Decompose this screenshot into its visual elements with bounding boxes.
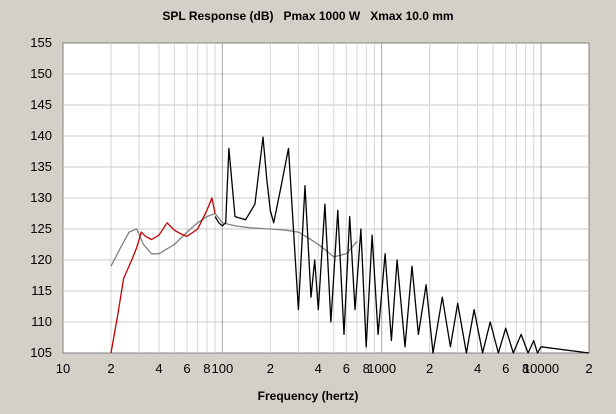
- y-tick-label: 115: [31, 283, 52, 298]
- x-tick-label: 10: [56, 361, 70, 376]
- x-tick-label: 2: [107, 361, 114, 376]
- y-tick-label: 125: [30, 221, 52, 236]
- x-tick-label: 2: [426, 361, 433, 376]
- x-tick-label: 4: [474, 361, 481, 376]
- series-line-1: [110, 197, 216, 354]
- x-tick-label: 2: [585, 361, 592, 376]
- x-tick-label: 8: [203, 361, 210, 376]
- x-tick-label: 6: [343, 361, 350, 376]
- x-tick-label: 100: [211, 361, 233, 376]
- x-tick-label: 2: [267, 361, 274, 376]
- x-tick-label: 6: [502, 361, 509, 376]
- x-axis-label: Frequency (hertz): [257, 389, 359, 403]
- series-line-2: [214, 136, 590, 354]
- y-tick-label: 135: [30, 159, 52, 174]
- x-tick-label: 4: [315, 361, 322, 376]
- x-tick-label: 8: [522, 361, 529, 376]
- x-tick-label: 8: [363, 361, 370, 376]
- x-tick-label: 10000: [523, 361, 559, 376]
- y-tick-label: 145: [30, 97, 52, 112]
- y-tick-label: 130: [30, 190, 52, 205]
- x-tick-label: 4: [155, 361, 162, 376]
- y-tick-label: 110: [31, 314, 52, 329]
- chart-title: SPL Response (dB) Pmax 1000 W Xmax 10.0 …: [162, 9, 454, 23]
- y-tick-label: 140: [30, 128, 52, 143]
- y-tick-label: 105: [30, 345, 52, 360]
- x-tick-label: 1000: [367, 361, 396, 376]
- y-tick-label: 120: [30, 252, 52, 267]
- y-tick-label: 150: [30, 66, 52, 81]
- x-tick-label: 6: [183, 361, 190, 376]
- y-axis-ticks: 155 150 145 140 135 130 125 120 115 110 105: [30, 35, 52, 360]
- series-layer: [110, 136, 590, 354]
- y-tick-label: 155: [30, 35, 52, 50]
